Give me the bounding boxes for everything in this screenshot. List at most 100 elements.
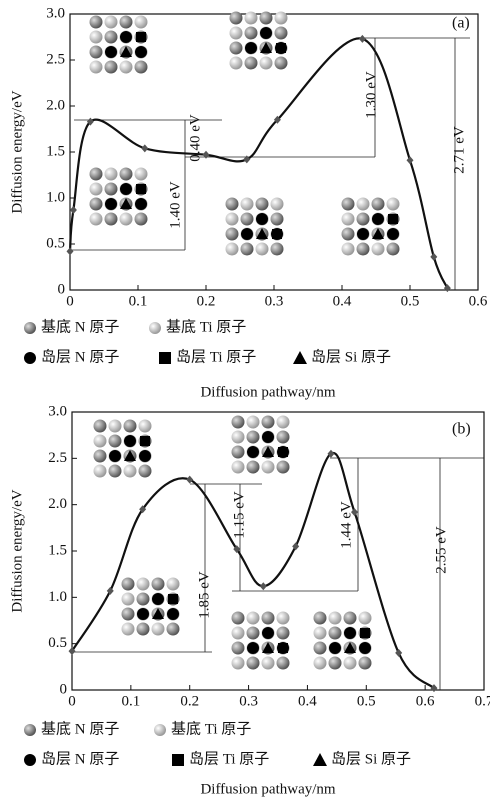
island-atom (357, 228, 369, 240)
atom (275, 12, 288, 25)
y-tick-label: 2.0 (48, 496, 67, 512)
atom (342, 213, 355, 226)
data-point (407, 156, 414, 164)
legend-item: 岛层 N 原子 (24, 750, 119, 767)
page: {"chart_data": [ {"type": "line", "title… (0, 0, 490, 805)
atom (344, 612, 357, 625)
y-axis-label: Diffusion energy/eV (9, 489, 25, 612)
atom (90, 183, 103, 196)
atom-inset (230, 12, 288, 70)
island-atom (120, 183, 132, 195)
atom (94, 420, 107, 433)
atom (167, 578, 180, 591)
legend-label: 基底 Ti 原子 (166, 318, 246, 335)
island-atom (139, 450, 151, 462)
atom (120, 213, 133, 226)
x-axis-label: Diffusion pathway/nm (200, 781, 335, 797)
atom (359, 612, 372, 625)
atom (120, 168, 133, 181)
atom (152, 578, 165, 591)
island-atom (247, 642, 259, 654)
atom (387, 243, 400, 256)
atom (262, 657, 275, 670)
legend-item: 岛层 N 原子 (24, 348, 119, 365)
x-tick-label: 0.1 (121, 693, 140, 709)
atom (247, 416, 260, 429)
legend-label: 基底 Ti 原子 (171, 720, 251, 737)
energy-annotation: 2.55 eV (433, 526, 449, 574)
atom (372, 243, 385, 256)
atom (105, 168, 118, 181)
data-point (203, 151, 210, 159)
island-atom (167, 608, 179, 620)
atom (271, 243, 284, 256)
atom (109, 465, 122, 478)
legend-marker (24, 352, 36, 364)
data-point (359, 35, 366, 43)
atom (372, 198, 385, 211)
atom (359, 657, 372, 670)
atom (90, 46, 103, 59)
atom (262, 461, 275, 474)
x-tick-label: 0 (68, 693, 76, 709)
island-atom (372, 213, 384, 225)
atom (245, 57, 258, 70)
atom (241, 213, 254, 226)
atom-inset (226, 198, 284, 256)
legend-marker (24, 754, 36, 766)
island-atom (124, 435, 136, 447)
y-tick-label: 2.0 (46, 97, 65, 113)
atom (94, 435, 107, 448)
y-tick-label: 3.0 (48, 403, 67, 419)
island-atom (136, 184, 146, 194)
atom (90, 168, 103, 181)
atom (120, 16, 133, 29)
island-atom (260, 27, 272, 39)
island-atom (359, 642, 371, 654)
atom (105, 183, 118, 196)
island-atom (278, 447, 288, 457)
island-atom (109, 450, 121, 462)
island-atom (105, 46, 117, 58)
legend-item: 岛层 Si 原子 (313, 750, 411, 767)
atom (94, 450, 107, 463)
island-atom (137, 608, 149, 620)
atom (357, 198, 370, 211)
legend-marker (24, 322, 36, 334)
data-point (243, 155, 250, 163)
atom (329, 627, 342, 640)
atom (109, 435, 122, 448)
atom (277, 461, 290, 474)
atom (277, 627, 290, 640)
legend-item: 基底 N 原子 (24, 720, 119, 737)
atom (275, 57, 288, 70)
island-atom (120, 31, 132, 43)
atom (90, 61, 103, 74)
y-tick-label: 0.5 (46, 235, 65, 251)
y-tick-label: 0 (60, 681, 68, 697)
atom-inset (90, 168, 148, 226)
legend-marker (154, 724, 166, 736)
legend-label: 基底 N 原子 (41, 318, 119, 335)
atom (105, 16, 118, 29)
y-tick-label: 0.5 (48, 635, 67, 651)
atom (226, 243, 239, 256)
panel-label: (b) (452, 421, 471, 438)
atom (245, 12, 258, 25)
atom-inset (232, 416, 290, 474)
legend-label: 基底 N 原子 (41, 720, 119, 737)
atom-inset (314, 612, 372, 670)
atom (230, 42, 243, 55)
atom (109, 420, 122, 433)
atom (232, 416, 245, 429)
atom (226, 198, 239, 211)
atom (232, 642, 245, 655)
atom (256, 243, 269, 256)
island-atom (276, 43, 286, 53)
atom (230, 27, 243, 40)
island-atom (387, 228, 399, 240)
x-tick-label: 0.3 (239, 693, 258, 709)
atom (314, 612, 327, 625)
x-tick-label: 0.3 (265, 293, 284, 309)
atom (122, 578, 135, 591)
